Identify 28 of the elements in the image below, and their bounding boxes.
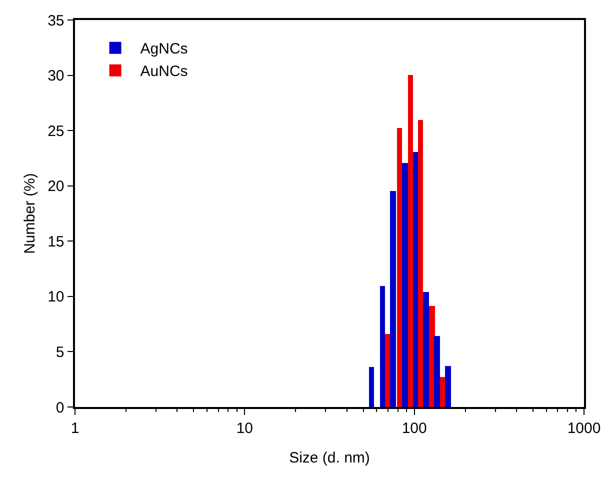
bar: [380, 286, 385, 407]
legend-label: AuNCs: [140, 63, 188, 80]
legend-label: AgNCs: [140, 40, 188, 58]
y-tick-label: 30: [48, 68, 64, 85]
y-tick-label: 5: [56, 344, 64, 361]
bar: [434, 336, 440, 407]
bar: [413, 152, 418, 407]
bar: [445, 366, 451, 407]
y-tick-label: 10: [48, 288, 64, 306]
bar: [408, 75, 413, 407]
bar: [397, 128, 402, 407]
x-tick-label: 1: [70, 420, 80, 437]
y-axis-title: Number (%): [22, 173, 38, 254]
x-tick-label: 100: [402, 420, 427, 437]
bar: [402, 163, 408, 407]
bar: [418, 120, 423, 407]
x-axis-title: Size (d. nm): [289, 450, 370, 466]
bar: [390, 191, 396, 407]
bar: [369, 367, 374, 407]
y-tick-label: 20: [48, 178, 64, 196]
y-tick-label: 35: [48, 12, 64, 30]
bar: [423, 292, 429, 407]
x-tick-label: 10: [236, 420, 254, 437]
y-tick-label: 0: [56, 399, 64, 416]
y-tick-label: 15: [48, 233, 64, 250]
bar: [440, 377, 445, 407]
y-tick-label: 25: [48, 122, 64, 140]
x-tick-label: 1000: [567, 420, 601, 437]
